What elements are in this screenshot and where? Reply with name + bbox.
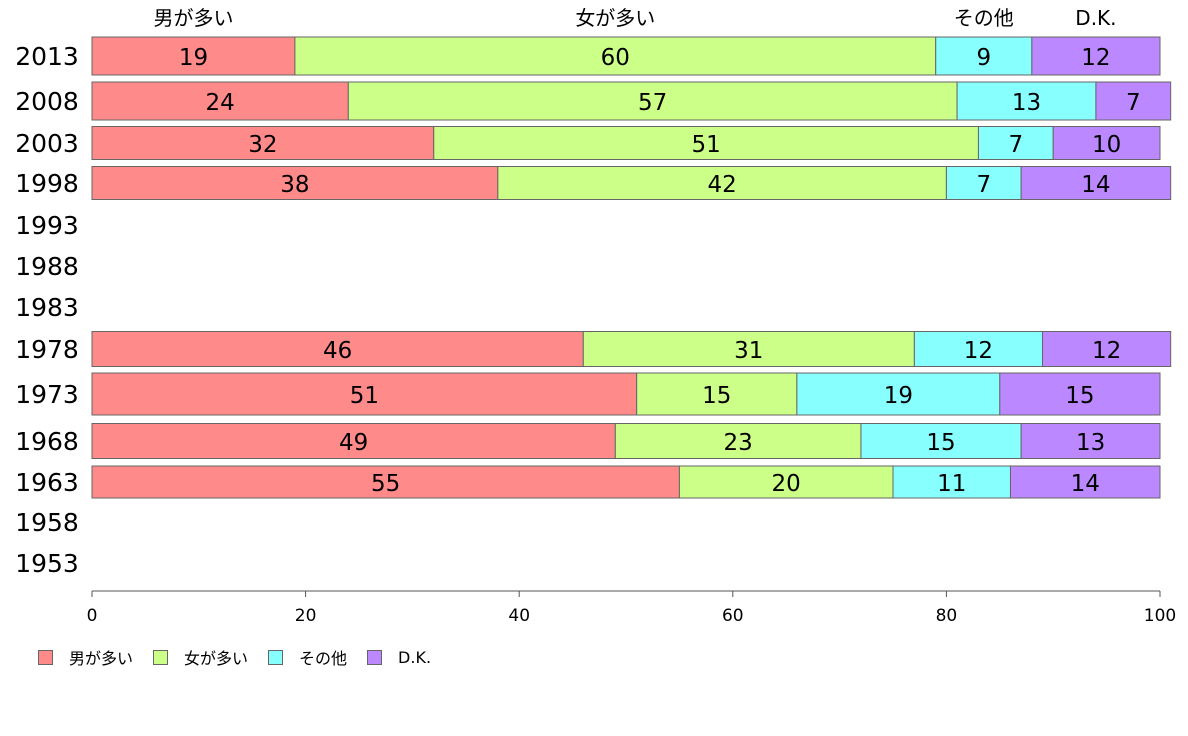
data-label: 7 xyxy=(976,172,991,198)
data-label: 15 xyxy=(926,430,955,456)
category-label: 2003 xyxy=(15,129,79,158)
bar-segment xyxy=(1020,423,1161,459)
data-label: 60 xyxy=(601,45,630,71)
legend-label-dk: D.K. xyxy=(398,647,432,667)
legend-swatch-male xyxy=(38,649,53,665)
x-tick-label: 20 xyxy=(295,606,317,626)
bar-segment xyxy=(913,331,1044,367)
bar-segment xyxy=(999,372,1161,416)
data-label: 13 xyxy=(1076,430,1105,456)
legend-item-female: 女が多い xyxy=(153,645,248,669)
legend-swatch-other xyxy=(268,649,284,665)
data-label: 57 xyxy=(638,90,667,116)
data-label: 7 xyxy=(1126,90,1141,116)
bar-segment xyxy=(796,372,1001,416)
bar-segment xyxy=(294,36,937,76)
bar-segment xyxy=(91,36,296,76)
bar-segment xyxy=(892,465,1011,499)
category-label: 1968 xyxy=(15,427,79,456)
category-label: 1978 xyxy=(15,335,79,364)
data-label: 15 xyxy=(702,383,731,409)
data-label: 10 xyxy=(1092,132,1121,158)
bar-segment xyxy=(935,36,1033,76)
chart-legend: 男が多い 女が多い その他 D.K. xyxy=(38,645,451,669)
legend-label-male: 男が多い xyxy=(69,649,134,668)
category-label: 1993 xyxy=(15,211,79,240)
category-label: 2013 xyxy=(15,42,79,71)
category-label: 1973 xyxy=(15,380,79,409)
bar-segment xyxy=(91,81,349,121)
legend-label-female: 女が多い xyxy=(184,649,249,668)
data-label: 14 xyxy=(1071,471,1100,497)
data-label: 13 xyxy=(1012,90,1041,116)
data-label: 31 xyxy=(734,338,763,364)
bar-segment xyxy=(1095,81,1172,121)
category-label: 1958 xyxy=(15,508,79,537)
data-label: 12 xyxy=(1092,338,1121,364)
x-tick-label: 0 xyxy=(87,606,98,626)
bar-segment xyxy=(91,166,499,200)
legend-item-other: その他 xyxy=(268,645,347,669)
bar-segment xyxy=(1052,126,1161,160)
bar-segment xyxy=(956,81,1097,121)
top-series-label: D.K. xyxy=(1075,6,1116,30)
data-label: 51 xyxy=(691,132,720,158)
category-label: 1953 xyxy=(15,549,79,578)
top-series-label: 男が多い xyxy=(153,6,233,30)
category-label: 1998 xyxy=(15,169,79,198)
category-label: 1983 xyxy=(15,293,79,322)
data-label: 38 xyxy=(280,172,309,198)
bar-segment xyxy=(347,81,958,121)
bar-segment xyxy=(91,372,638,416)
bar-segment xyxy=(636,372,798,416)
data-label: 19 xyxy=(179,45,208,71)
bar-segment xyxy=(497,166,947,200)
data-label: 24 xyxy=(206,90,235,116)
data-label: 46 xyxy=(323,338,352,364)
bar-segment xyxy=(1031,36,1161,76)
data-label: 14 xyxy=(1081,172,1110,198)
data-label: 12 xyxy=(1081,45,1110,71)
bar-segment xyxy=(1042,331,1172,367)
x-tick-label: 80 xyxy=(936,606,958,626)
category-label: 1988 xyxy=(15,252,79,281)
category-label: 1963 xyxy=(15,468,79,497)
data-label: 12 xyxy=(964,338,993,364)
bar-segment xyxy=(582,331,915,367)
data-label: 42 xyxy=(707,172,736,198)
legend-swatch-dk xyxy=(367,649,383,665)
data-label: 7 xyxy=(1008,132,1023,158)
bar-segment xyxy=(91,331,584,367)
data-label: 51 xyxy=(350,383,379,409)
bar-segment xyxy=(1009,465,1161,499)
data-label: 19 xyxy=(884,383,913,409)
data-label: 20 xyxy=(772,471,801,497)
top-series-label: その他 xyxy=(954,6,1014,30)
data-label: 11 xyxy=(937,471,966,497)
legend-swatch-female xyxy=(153,649,169,665)
data-label: 32 xyxy=(248,132,277,158)
bar-segment xyxy=(91,465,680,499)
bar-segment xyxy=(433,126,979,160)
data-label: 23 xyxy=(723,430,752,456)
data-label: 49 xyxy=(339,430,368,456)
x-tick-label: 100 xyxy=(1144,606,1176,626)
bar-segment xyxy=(1020,166,1172,200)
data-label: 9 xyxy=(976,45,991,71)
top-series-label: 女が多い xyxy=(575,6,655,30)
data-label: 15 xyxy=(1065,383,1094,409)
legend-item-male: 男が多い xyxy=(38,645,133,669)
data-label: 55 xyxy=(371,471,400,497)
legend-item-dk: D.K. xyxy=(367,648,431,667)
bar-segment xyxy=(91,423,616,459)
legend-label-other: その他 xyxy=(299,649,348,668)
bar-segment xyxy=(91,126,435,160)
category-label: 2008 xyxy=(15,87,79,116)
x-tick-label: 40 xyxy=(508,606,530,626)
bar-segment xyxy=(860,423,1022,459)
x-tick-label: 60 xyxy=(722,606,744,626)
